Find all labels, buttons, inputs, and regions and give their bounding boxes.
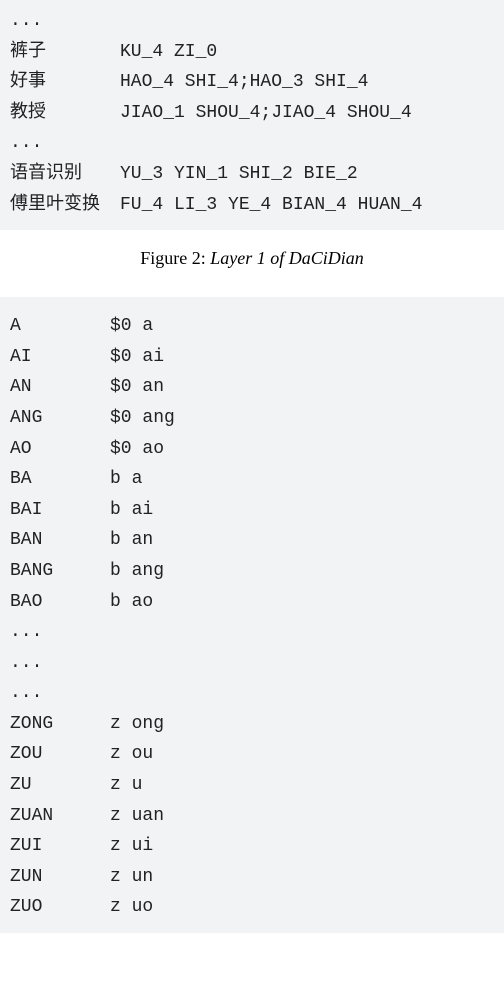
figure3-value: b ao — [110, 587, 153, 618]
figure3-value: z u — [110, 770, 142, 801]
figure3-value: $0 ang — [110, 403, 175, 434]
figure2-key: ... — [10, 128, 120, 159]
figure3-row: BANGb ang — [10, 556, 494, 587]
figure3-row: ZUNz un — [10, 862, 494, 893]
figure3-row: ANG$0 ang — [10, 403, 494, 434]
figure3-value: z un — [110, 862, 153, 893]
figure3-key: BANG — [10, 556, 110, 587]
figure3-row: ... — [10, 648, 494, 679]
figure3-row: ZUANz uan — [10, 801, 494, 832]
figure2-value: JIAO_1 SHOU_4;JIAO_4 SHOU_4 — [120, 98, 412, 129]
figure3-key: BAN — [10, 525, 110, 556]
figure3-key: ZUI — [10, 831, 110, 862]
figure3-key: BAO — [10, 587, 110, 618]
figure3-value: z ui — [110, 831, 153, 862]
figure3-row: BAb a — [10, 464, 494, 495]
figure3-value: $0 ao — [110, 434, 164, 465]
figure3-value: b a — [110, 464, 142, 495]
figure3-value: b an — [110, 525, 153, 556]
figure2-row: 好事HAO_4 SHI_4;HAO_3 SHI_4 — [10, 67, 494, 98]
figure2-value: KU_4 ZI_0 — [120, 37, 217, 68]
figure2-key: 教授 — [10, 98, 120, 129]
figure3-key: AN — [10, 372, 110, 403]
figure3-value: $0 an — [110, 372, 164, 403]
figure3-key: ZOU — [10, 739, 110, 770]
figure2-caption: Figure 2: Layer 1 of DaCiDian — [0, 248, 504, 269]
figure3-row: BAOb ao — [10, 587, 494, 618]
figure3-key: A — [10, 311, 110, 342]
figure2-row: ... — [10, 128, 494, 159]
figure3-row: BAIb ai — [10, 495, 494, 526]
figure3-row: AN$0 an — [10, 372, 494, 403]
figure3-value: z uan — [110, 801, 164, 832]
figure3-row: AO$0 ao — [10, 434, 494, 465]
figure3-key: ... — [10, 678, 110, 709]
figure2-key: 裤子 — [10, 37, 120, 68]
figure3-value: z ong — [110, 709, 164, 740]
figure2-panel: ...裤子KU_4 ZI_0好事HAO_4 SHI_4;HAO_3 SHI_4教… — [0, 0, 504, 230]
figure3-value: $0 ai — [110, 342, 164, 373]
figure3-row: ZUz u — [10, 770, 494, 801]
figure3-value: b ang — [110, 556, 164, 587]
figure3-key: ... — [10, 617, 110, 648]
figure3-key: ANG — [10, 403, 110, 434]
figure3-row: ZONGz ong — [10, 709, 494, 740]
figure3-key: ZONG — [10, 709, 110, 740]
figure3-key: ZUO — [10, 892, 110, 923]
figure3-value: b ai — [110, 495, 153, 526]
figure3-row: ... — [10, 617, 494, 648]
figure2-value: HAO_4 SHI_4;HAO_3 SHI_4 — [120, 67, 368, 98]
figure2-row: ... — [10, 6, 494, 37]
figure3-key: AO — [10, 434, 110, 465]
figure3-key: BAI — [10, 495, 110, 526]
figure3-row: ZUIz ui — [10, 831, 494, 862]
figure3-row: ZUOz uo — [10, 892, 494, 923]
figure2-row: 裤子KU_4 ZI_0 — [10, 37, 494, 68]
figure3-key: ZU — [10, 770, 110, 801]
figure3-row: BANb an — [10, 525, 494, 556]
figure2-key: 好事 — [10, 67, 120, 98]
figure3-key: AI — [10, 342, 110, 373]
figure2-key: 傅里叶变换 — [10, 190, 120, 221]
figure3-row: A$0 a — [10, 311, 494, 342]
figure3-value: z uo — [110, 892, 153, 923]
figure2-row: 傅里叶变换FU_4 LI_3 YE_4 BIAN_4 HUAN_4 — [10, 190, 494, 221]
figure3-row: ZOUz ou — [10, 739, 494, 770]
figure3-key: ZUAN — [10, 801, 110, 832]
figure3-key: ... — [10, 648, 110, 679]
figure3-value: z ou — [110, 739, 153, 770]
figure2-value: YU_3 YIN_1 SHI_2 BIE_2 — [120, 159, 358, 190]
figure3-key: ZUN — [10, 862, 110, 893]
figure3-value: $0 a — [110, 311, 153, 342]
figure3-row: AI$0 ai — [10, 342, 494, 373]
figure2-row: 语音识别YU_3 YIN_1 SHI_2 BIE_2 — [10, 159, 494, 190]
figure2-row: 教授JIAO_1 SHOU_4;JIAO_4 SHOU_4 — [10, 98, 494, 129]
figure2-title: Layer 1 of DaCiDian — [210, 248, 364, 268]
figure3-key: BA — [10, 464, 110, 495]
figure3-panel: A$0 aAI$0 aiAN$0 anANG$0 angAO$0 aoBAb a… — [0, 297, 504, 933]
figure2-key: 语音识别 — [10, 159, 120, 190]
figure2-value: FU_4 LI_3 YE_4 BIAN_4 HUAN_4 — [120, 190, 422, 221]
figure2-key: ... — [10, 6, 120, 37]
figure3-row: ... — [10, 678, 494, 709]
figure2-label: Figure 2: — [140, 248, 206, 268]
